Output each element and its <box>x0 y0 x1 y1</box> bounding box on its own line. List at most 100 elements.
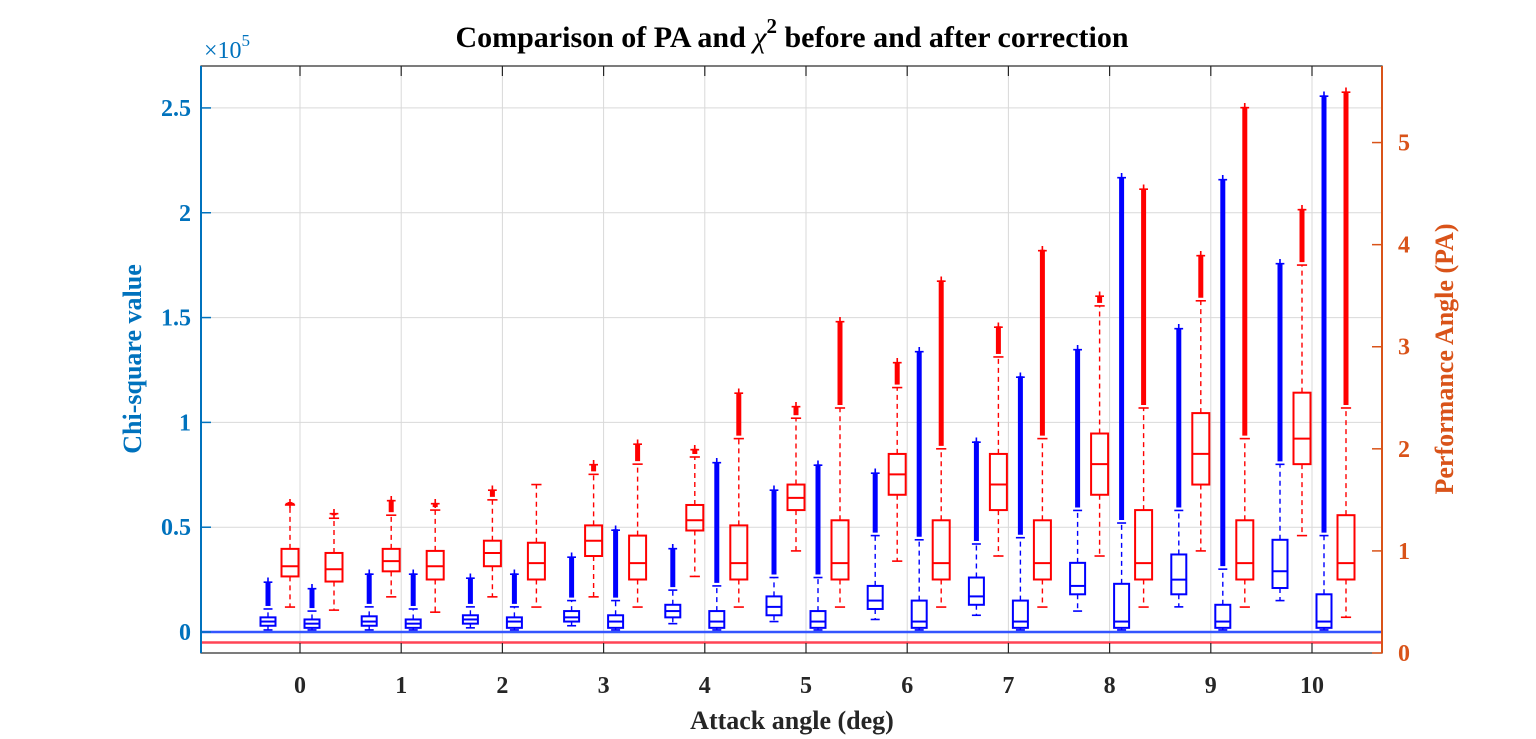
x-tick-label: 3 <box>598 673 610 699</box>
box-pa-after: + <box>425 496 445 613</box>
outlier-marker: + <box>328 506 340 522</box>
box-iqr <box>931 519 951 581</box>
box-pa-before: + <box>584 457 604 598</box>
box-iqr <box>809 610 827 629</box>
outlier-marker: + <box>935 273 947 289</box>
box-pa-before: + <box>1090 289 1110 557</box>
box-pa-after: + <box>1134 182 1154 608</box>
box-pa-after <box>526 483 546 608</box>
outlier-marker: + <box>465 571 477 587</box>
outlier-marker: + <box>733 386 745 402</box>
outlier-marker: + <box>667 541 679 557</box>
box-chi-after: + <box>708 455 726 631</box>
grid-layer <box>201 66 1382 653</box>
outlier-marker: + <box>262 575 274 591</box>
exponent-power: 5 <box>242 31 251 50</box>
box-chi-after: + <box>1315 88 1333 631</box>
x-axis-ticks: 0 1 2 3 4 5 6 7 8 9 10 <box>294 66 1324 699</box>
box-pa-before: + <box>1191 248 1211 552</box>
outlier-marker: + <box>1094 289 1106 305</box>
outlier-marker: + <box>385 493 397 509</box>
outlier-marker: + <box>566 550 578 566</box>
box-iqr <box>1292 391 1312 466</box>
box-pa-before: + <box>381 493 401 598</box>
outlier-marker: + <box>284 496 296 512</box>
left-axis-exponent: ×105 <box>204 31 250 64</box>
chart-title: Comparison of PA and χ2 before and after… <box>455 14 1128 54</box>
box-iqr <box>280 547 300 578</box>
box-iqr <box>425 549 445 581</box>
box-iqr <box>1069 561 1087 596</box>
x-tick-label: 7 <box>1002 673 1014 699</box>
box-chi-before: + <box>664 541 682 625</box>
outlier-marker: + <box>711 455 723 471</box>
x-tick-label: 9 <box>1205 673 1217 699</box>
x-tick-label: 6 <box>901 673 913 699</box>
box-iqr <box>1011 599 1029 629</box>
exponent-base: ×10 <box>204 38 242 64</box>
outlier-marker: + <box>407 566 419 582</box>
box-iqr <box>563 610 581 623</box>
right-tick-label: 1 <box>1398 539 1410 565</box>
x-tick-label: 0 <box>294 673 306 699</box>
box-chi-after: + <box>910 344 928 631</box>
box-chi-after: + <box>809 457 827 631</box>
box-chi-before: + <box>765 482 783 623</box>
box-iqr <box>1235 519 1255 581</box>
box-pa-after: + <box>1032 243 1052 608</box>
box-iqr <box>1134 509 1154 581</box>
right-tick-label: 2 <box>1398 437 1410 463</box>
box-iqr <box>1191 412 1211 486</box>
box-chi-before: + <box>1069 342 1087 612</box>
box-chi-before: + <box>259 575 277 631</box>
outlier-marker: + <box>1072 342 1084 358</box>
box-pa-after: + <box>628 437 648 608</box>
box-pa-before: + <box>988 319 1008 557</box>
outlier-marker: + <box>1340 85 1352 101</box>
outlier-marker: + <box>1015 369 1027 385</box>
box-pa-before: + <box>887 355 907 562</box>
left-tick-label: 2.5 <box>161 96 191 122</box>
box-pa-after: + <box>1235 100 1255 608</box>
title-prefix: Comparison of PA and <box>455 21 753 54</box>
box-iqr <box>866 584 884 610</box>
left-tick-label: 0.5 <box>161 515 191 541</box>
outlier-marker: + <box>1296 202 1308 218</box>
right-tick-label: 4 <box>1398 233 1410 259</box>
right-tick-label: 5 <box>1398 131 1410 157</box>
box-iqr <box>967 576 985 606</box>
box-iqr <box>765 595 783 617</box>
x-tick-label: 10 <box>1300 673 1324 699</box>
box-iqr <box>381 547 401 573</box>
right-axis-ticks: 0 1 2 3 4 5 <box>1372 131 1410 667</box>
right-tick-label: 3 <box>1398 335 1410 361</box>
outlier-marker: + <box>790 399 802 415</box>
box-iqr <box>1170 553 1188 596</box>
outlier-marker: + <box>993 319 1005 335</box>
box-chi-after: + <box>1011 369 1029 631</box>
box-chi-before: + <box>563 550 581 627</box>
outlier-marker: + <box>487 483 499 499</box>
box-iqr <box>708 610 726 629</box>
x-tick-label: 2 <box>496 673 508 699</box>
outlier-marker: + <box>913 344 925 360</box>
left-tick-label: 1 <box>179 410 191 436</box>
outlier-marker: + <box>1239 100 1251 116</box>
title-symbol: χ <box>750 21 767 54</box>
outlier-marker: + <box>1037 243 1049 259</box>
x-tick-label: 8 <box>1104 673 1116 699</box>
outlier-marker: + <box>588 457 600 473</box>
outlier-marker: + <box>1173 321 1185 337</box>
box-iqr <box>988 452 1008 512</box>
box-iqr <box>685 503 705 532</box>
box-chi-before: + <box>461 571 479 629</box>
box-pa-before: + <box>280 496 300 608</box>
box-iqr <box>1032 519 1052 581</box>
outlier-marker: + <box>768 482 780 498</box>
y-axis-label-left: Chi-square value <box>118 264 147 454</box>
outlier-marker: + <box>891 355 903 371</box>
x-tick-label: 5 <box>800 673 812 699</box>
box-chi-before: + <box>1271 256 1289 602</box>
box-chi-after: + <box>1214 172 1232 631</box>
